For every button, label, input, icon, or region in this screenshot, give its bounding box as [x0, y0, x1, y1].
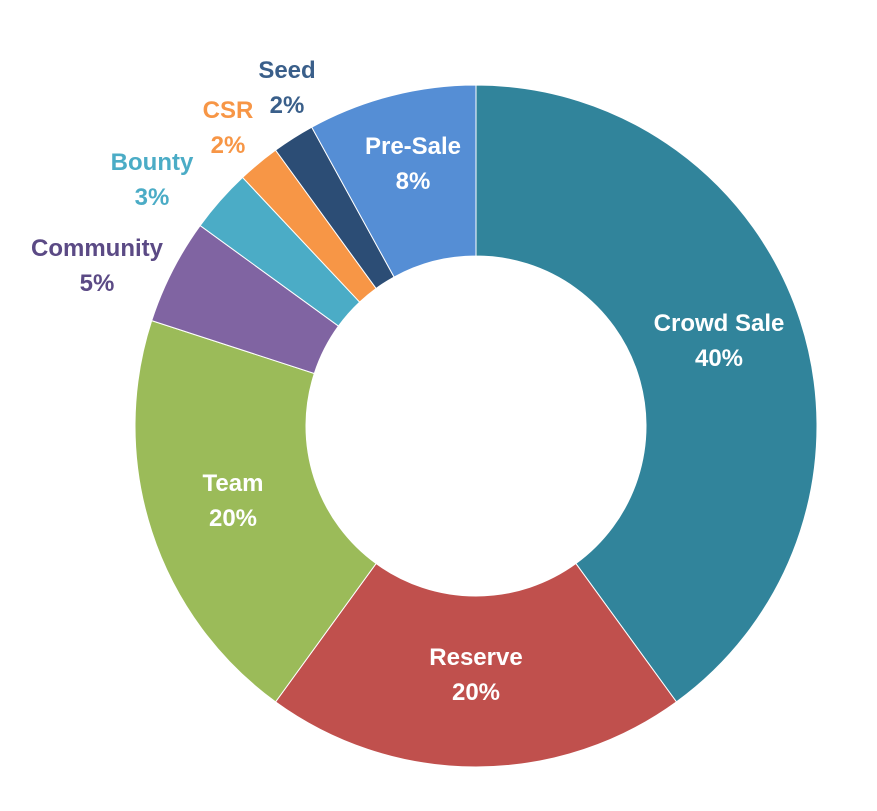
slice-labels: Crowd Sale 40% Reserve 20% Team 20% Community 5…: [31, 57, 784, 706]
slice-label-bounty: Bounty 3%: [111, 149, 194, 211]
slice-label-csr: CSR 2%: [203, 97, 254, 159]
slice-team: [134, 319, 377, 703]
slice-name-seed: Seed: [258, 57, 315, 84]
slice-percent-seed: 2%: [270, 92, 305, 119]
slice-percent-csr: 2%: [211, 132, 246, 159]
slice-label-team: Team 20%: [203, 470, 264, 532]
slice-name-community: Community: [31, 235, 164, 262]
slice-name-team: Team: [203, 470, 264, 497]
slice-percent-community: 5%: [80, 270, 115, 297]
slice-label-crowd-sale: Crowd Sale 40%: [654, 310, 785, 372]
slice-crowd-sale: [475, 84, 818, 703]
slice-name-csr: CSR: [203, 97, 254, 124]
slice-percent-team: 20%: [209, 505, 257, 532]
slice-percent-pre-sale: 8%: [396, 168, 431, 195]
slice-percent-reserve: 20%: [452, 679, 500, 706]
slice-reserve: [274, 562, 678, 768]
slice-label-pre-sale: Pre-Sale 8%: [365, 133, 461, 195]
slice-label-seed: Seed 2%: [258, 57, 315, 119]
slice-name-bounty: Bounty: [111, 149, 194, 176]
slice-label-reserve: Reserve 20%: [429, 644, 522, 706]
slice-name-pre-sale: Pre-Sale: [365, 133, 461, 160]
slice-name-crowd-sale: Crowd Sale: [654, 310, 785, 337]
slice-label-community: Community 5%: [31, 235, 164, 297]
slice-percent-bounty: 3%: [135, 184, 170, 211]
slice-percent-crowd-sale: 40%: [695, 345, 743, 372]
slice-name-reserve: Reserve: [429, 644, 522, 671]
donut-slices: [134, 84, 818, 768]
donut-hole: [306, 256, 646, 596]
